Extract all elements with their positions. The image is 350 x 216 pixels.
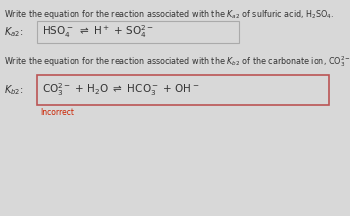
FancyBboxPatch shape — [37, 75, 329, 105]
Text: $K_{b2}$:: $K_{b2}$: — [4, 83, 23, 97]
Text: HSO$_4^-$ $\rightleftharpoons$ H$^+$ + SO$_4^{2-}$: HSO$_4^-$ $\rightleftharpoons$ H$^+$ + S… — [42, 24, 154, 40]
Text: $K_{a2}$:: $K_{a2}$: — [4, 25, 23, 39]
FancyBboxPatch shape — [37, 21, 239, 43]
Text: Incorrect: Incorrect — [40, 108, 74, 117]
Text: Write the equation for the reaction associated with the $K_{b2}$ of the carbonat: Write the equation for the reaction asso… — [4, 54, 350, 69]
Text: Write the equation for the reaction associated with the $K_{a2}$ of sulfuric aci: Write the equation for the reaction asso… — [4, 8, 334, 21]
Text: CO$_3^{2-}$ + H$_2$O $\rightleftharpoons$ HCO$_3^-$ + OH$^-$: CO$_3^{2-}$ + H$_2$O $\rightleftharpoons… — [42, 82, 199, 98]
